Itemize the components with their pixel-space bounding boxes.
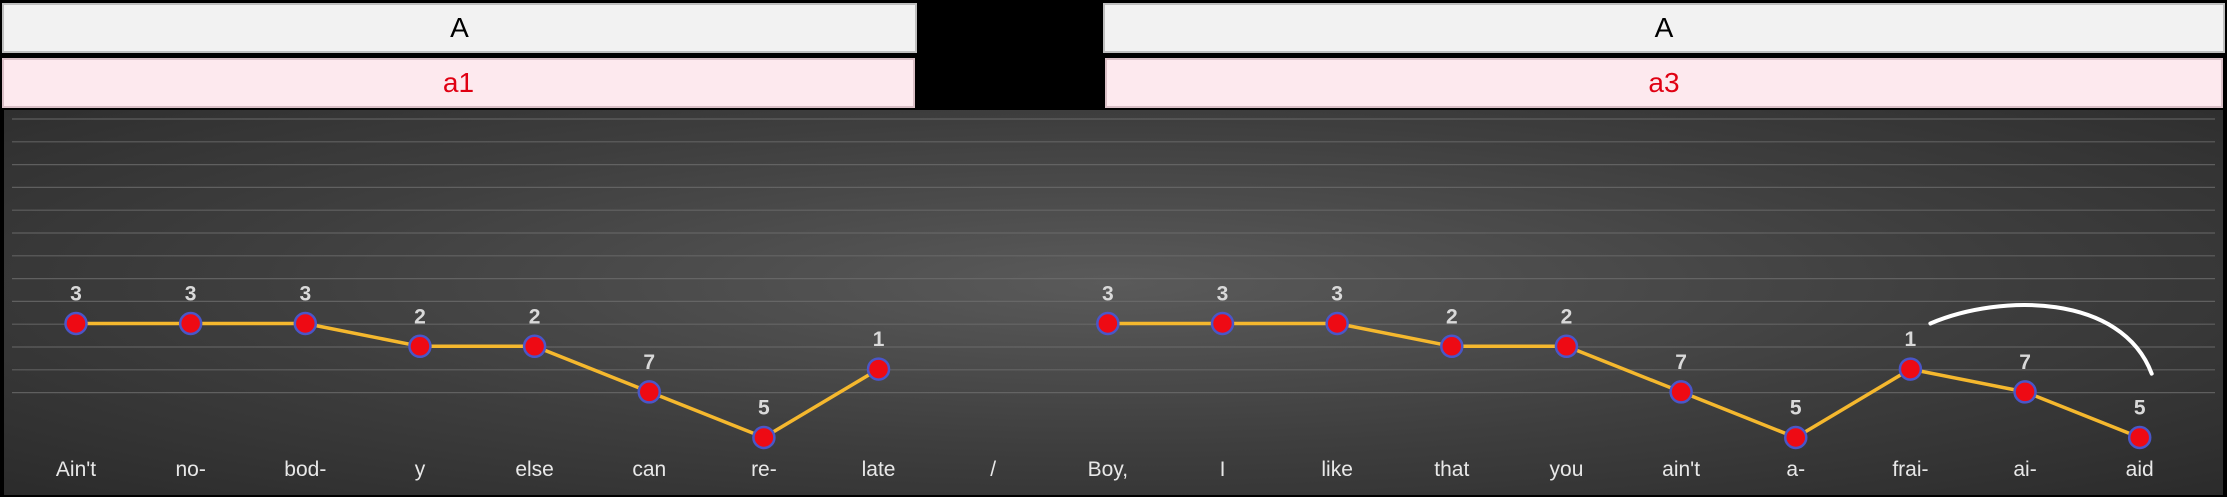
subsection-label-left: a1 bbox=[2, 58, 915, 108]
data-point bbox=[866, 357, 891, 381]
data-label: 3 bbox=[1331, 283, 1343, 306]
data-point bbox=[1096, 311, 1120, 336]
data-point bbox=[1784, 425, 1808, 450]
category-label: late bbox=[862, 458, 896, 481]
data-label: 2 bbox=[1446, 305, 1458, 328]
melody-chart: 3 3 3 2 2 7 5 1 3 3 3 2 2 7 5 1 7 5 Ain't no-bod-y else can re… bbox=[4, 110, 2223, 495]
data-label: 1 bbox=[1905, 328, 1917, 351]
category-label: can bbox=[632, 458, 666, 481]
data-point bbox=[408, 334, 432, 359]
data-point bbox=[522, 334, 547, 359]
data-label: 3 bbox=[70, 283, 82, 306]
category-label: y bbox=[415, 458, 426, 481]
data-label: 5 bbox=[758, 397, 770, 420]
data-label: 5 bbox=[1790, 397, 1802, 420]
section-label-left: A bbox=[2, 3, 917, 53]
category-label: else bbox=[515, 458, 554, 481]
data-label: 7 bbox=[2019, 351, 2031, 374]
data-label: 5 bbox=[2134, 397, 2146, 420]
category-label: ain't bbox=[1662, 458, 1700, 481]
series-line bbox=[76, 321, 880, 440]
data-point bbox=[1669, 380, 1693, 404]
data-point bbox=[2127, 425, 2152, 450]
category-label: no- bbox=[175, 458, 205, 481]
subsection-label-right: a3 bbox=[1105, 58, 2223, 108]
category-label: that bbox=[1434, 458, 1469, 481]
data-label: 3 bbox=[299, 283, 311, 306]
category-label: Boy, bbox=[1088, 458, 1128, 481]
data-point bbox=[752, 425, 776, 450]
category-label: / bbox=[990, 458, 996, 481]
category-label: ai- bbox=[2013, 458, 2036, 481]
data-point bbox=[1325, 311, 1349, 336]
data-point bbox=[1554, 334, 1579, 359]
data-label: 2 bbox=[414, 305, 426, 328]
data-label: 3 bbox=[185, 283, 197, 306]
data-label: 3 bbox=[1217, 283, 1229, 306]
melody-chart-svg: 3 3 3 2 2 7 5 1 3 3 3 2 2 7 5 1 7 5 Ain't no-bod-y else can re… bbox=[12, 118, 2215, 481]
data-point bbox=[1440, 334, 1464, 359]
data-point bbox=[178, 311, 203, 336]
category-label: a- bbox=[1786, 458, 1805, 481]
slur-arc bbox=[1928, 303, 2154, 376]
data-label: 1 bbox=[873, 328, 885, 351]
data-point bbox=[1210, 311, 1235, 336]
data-label: 7 bbox=[643, 351, 655, 374]
section-label-right: A bbox=[1103, 3, 2225, 53]
category-label: I bbox=[1220, 458, 1226, 481]
data-label: 7 bbox=[1675, 351, 1687, 374]
category-label: Ain't bbox=[56, 458, 96, 481]
category-label: frai- bbox=[1892, 458, 1928, 481]
category-label: you bbox=[1550, 458, 1584, 481]
category-label: aid bbox=[2126, 458, 2154, 481]
data-label: 3 bbox=[1102, 283, 1114, 306]
data-point bbox=[1898, 357, 1923, 381]
data-point bbox=[637, 380, 661, 404]
data-point bbox=[293, 311, 318, 336]
data-label: 2 bbox=[1561, 305, 1573, 328]
category-label: re- bbox=[751, 458, 777, 481]
category-label: like bbox=[1321, 458, 1353, 481]
data-point bbox=[64, 311, 88, 336]
category-label: bod- bbox=[284, 458, 326, 481]
series-line bbox=[1107, 321, 2141, 440]
data-point bbox=[2013, 380, 2037, 404]
data-label: 2 bbox=[529, 305, 541, 328]
